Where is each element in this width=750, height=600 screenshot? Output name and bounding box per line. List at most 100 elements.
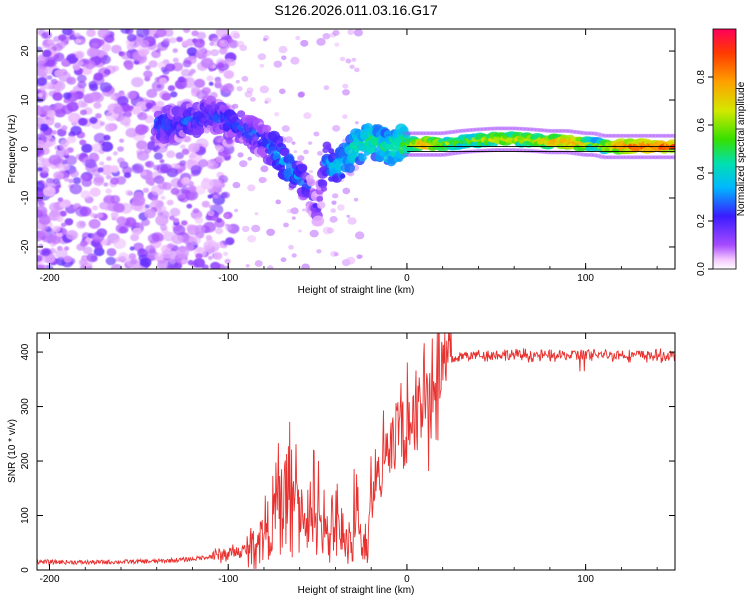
halo-blob <box>409 152 420 157</box>
noise-blob <box>76 74 87 83</box>
halo-blob <box>605 155 616 160</box>
snr-series-line <box>37 333 675 569</box>
halo-blob <box>573 151 584 156</box>
noise-blob <box>181 148 190 155</box>
noise-blob <box>188 235 201 246</box>
halo-blob <box>637 133 648 138</box>
halo-blob <box>612 155 623 160</box>
halo-blob <box>412 131 423 136</box>
noise-blob <box>127 33 137 42</box>
noise-blob <box>281 55 287 61</box>
noise-blob <box>182 59 192 68</box>
noise-blob <box>191 85 201 94</box>
noise-blob <box>95 113 102 119</box>
noise-blob <box>105 256 117 266</box>
colorbar-ticks: 0.0 0.2 0.4 0.6 0.8 <box>696 70 713 276</box>
noise-blob <box>353 197 359 202</box>
halo-blob <box>527 127 537 132</box>
noise-blob <box>202 143 208 148</box>
noise-blob <box>54 181 62 188</box>
noise-blob <box>313 131 320 137</box>
noise-blob <box>156 163 169 174</box>
noise-blob <box>70 125 82 136</box>
noise-blob <box>224 258 231 264</box>
noise-blob <box>342 83 349 89</box>
noise-blob <box>117 146 124 152</box>
snr-panel: -200 -100 0 100 0 100 200 300 400 Height of stra… <box>7 332 676 596</box>
noise-blob <box>351 57 357 62</box>
halo-blob <box>441 152 452 157</box>
noise-blob <box>138 48 149 57</box>
noise-blob <box>205 234 213 241</box>
noise-blob <box>247 184 256 192</box>
halo-blob <box>416 152 427 157</box>
figure-title: S126.2026.011.03.16.G17 <box>274 2 437 18</box>
noise-blob <box>68 178 74 184</box>
noise-blob <box>236 40 245 48</box>
noise-blob <box>163 38 171 44</box>
halo-blob <box>566 129 577 134</box>
halo-blob <box>459 128 470 133</box>
noise-blob <box>99 161 105 166</box>
noise-blob <box>291 253 297 258</box>
noise-blob <box>78 117 88 126</box>
noise-blob <box>37 92 44 98</box>
noise-blob <box>267 265 274 269</box>
halo-blob <box>670 133 675 138</box>
noise-blob <box>260 165 269 173</box>
noise-blob <box>298 229 302 233</box>
noise-blob <box>186 203 193 209</box>
noise-blob <box>171 234 184 245</box>
noise-blob <box>329 216 338 223</box>
noise-blob <box>52 225 61 233</box>
halo-blob <box>630 133 641 138</box>
noise-blob <box>259 63 265 68</box>
noise-blob <box>38 201 45 207</box>
snr-xlabel: Height of straight line (km) <box>298 585 415 596</box>
ridge-blob <box>320 185 328 192</box>
noise-blob <box>211 160 217 165</box>
noise-blob <box>99 82 112 93</box>
y-tick-label: 200 <box>20 452 31 469</box>
halo-blob <box>455 128 466 133</box>
noise-blob <box>91 42 99 49</box>
noise-blob <box>121 51 131 60</box>
noise-blob <box>339 56 346 62</box>
noise-blob <box>97 167 104 173</box>
halo-blob <box>466 128 477 132</box>
x-tick-label: -200 <box>40 574 60 585</box>
noise-blob <box>172 57 179 63</box>
y-tick-label: 100 <box>20 507 31 524</box>
noise-blob <box>334 42 340 47</box>
noise-blob <box>137 111 148 121</box>
noise-blob <box>223 212 231 219</box>
noise-blob <box>120 29 131 34</box>
noise-blob <box>291 141 296 145</box>
halo-blob <box>569 151 580 156</box>
ridge-blob <box>344 163 356 173</box>
noise-blob <box>103 134 111 141</box>
halo-blob <box>416 131 427 136</box>
noise-blob <box>259 85 269 94</box>
noise-blob <box>161 92 172 101</box>
noise-blob <box>166 150 176 158</box>
halo-blob <box>623 133 634 138</box>
noise-blob <box>145 102 154 109</box>
halo-blob <box>587 152 598 157</box>
noise-blob <box>216 217 222 223</box>
noise-blob <box>218 47 228 55</box>
noise-blob <box>215 227 224 235</box>
noise-blob <box>80 240 88 247</box>
noise-blob <box>105 110 119 122</box>
noise-blob <box>103 69 111 75</box>
noise-blob <box>274 112 280 117</box>
noise-blob <box>281 125 290 132</box>
halo-blob <box>584 131 595 136</box>
x-tick-label: -100 <box>218 574 238 585</box>
noise-blob <box>37 139 45 149</box>
noise-blob <box>103 196 113 204</box>
halo-blob <box>487 126 498 131</box>
noise-blob <box>118 252 129 261</box>
halo-blob <box>534 128 545 132</box>
noise-blob <box>207 194 213 199</box>
